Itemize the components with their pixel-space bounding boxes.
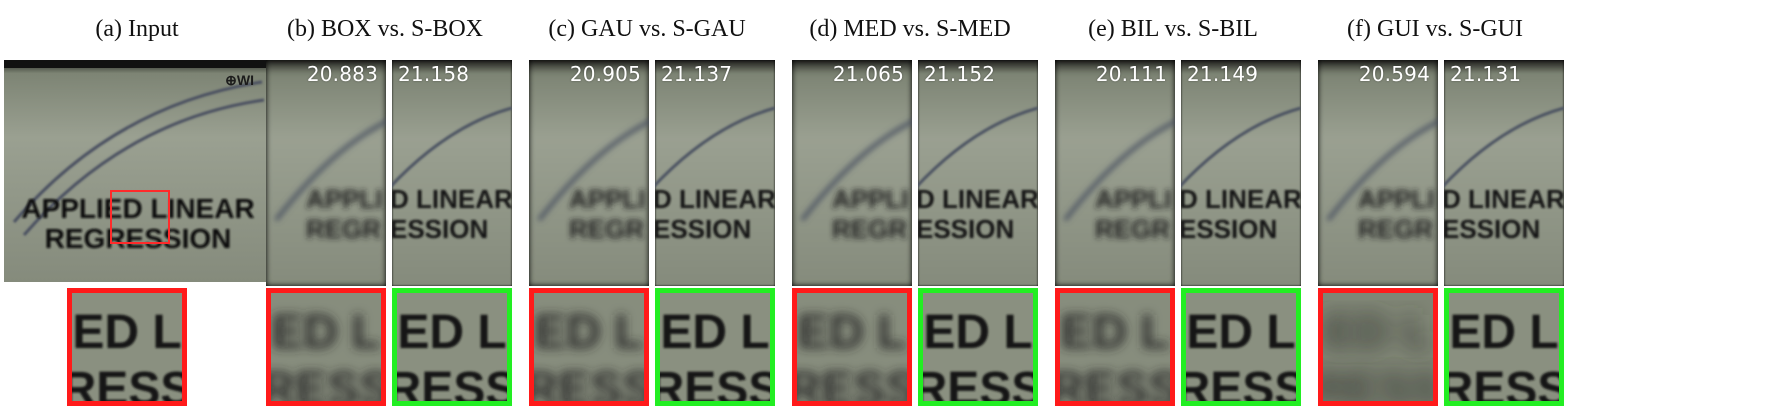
svg-text:D LINEAR: D LINEAR [1181,184,1301,214]
panel-s-bil: D LINEAR ESSION 21.149 [1181,60,1301,286]
svg-text:ED L: ED L [1323,306,1432,359]
svg-text:ESSION: ESSION [655,214,751,244]
svg-text:REGR: REGR [569,214,644,244]
svg-text:APPLI: APPLI [832,184,909,214]
svg-text:D LINEAR: D LINEAR [655,184,775,214]
svg-text:D LINEAR: D LINEAR [1444,184,1564,214]
svg-text:ED L: ED L [72,306,181,359]
score-gau: 20.905 [569,62,641,86]
input-image: ⊕WI APPLIED LINEAR REGRESSION [4,60,272,282]
svg-text:ED L: ED L [397,306,506,359]
score-s-med: 21.152 [924,62,996,86]
svg-text:APPLI: APPLI [1358,184,1435,214]
svg-text:ED L: ED L [1060,306,1169,359]
svg-text:APPLI: APPLI [306,184,383,214]
zoom-box: ED L RESS [266,288,386,406]
panel-box: APPLI REGR 20.883 [266,60,386,286]
zoom-s-gui: ED L RESS [1444,288,1564,406]
svg-text:ED L: ED L [1449,306,1558,359]
svg-text:ED L: ED L [797,306,906,359]
zoom-s-bil: ED L RESS [1181,288,1301,406]
svg-text:ED L: ED L [271,306,380,359]
svg-text:ESSION: ESSION [1444,214,1540,244]
svg-text:ED L: ED L [923,306,1032,359]
svg-text:ED L: ED L [1186,306,1295,359]
panel-s-gau: D LINEAR ESSION 21.137 [655,60,775,286]
svg-text:RESS: RESS [534,363,644,401]
svg-text:RESS: RESS [797,363,907,401]
svg-text:APPLI: APPLI [1095,184,1172,214]
panel-s-med: D LINEAR ESSION 21.152 [918,60,1038,286]
roi-box [110,190,170,244]
svg-text:RESS: RESS [923,363,1033,401]
svg-text:RESS: RESS [72,363,182,401]
score-s-gui: 21.131 [1450,62,1522,86]
zoom-bil: ED L RESS [1055,288,1175,406]
score-bil: 20.111 [1095,62,1167,86]
score-s-box: 21.158 [398,62,470,86]
svg-text:RESS: RESS [1323,363,1433,401]
svg-text:RESS: RESS [660,363,770,401]
panel-gui: APPLI REGR 20.594 [1318,60,1438,286]
zoom-s-med: ED L RESS [918,288,1038,406]
svg-text:D LINEAR: D LINEAR [918,184,1038,214]
svg-text:RESS: RESS [1186,363,1296,401]
svg-text:D LINEAR: D LINEAR [392,184,512,214]
input-scene: ⊕WI APPLIED LINEAR REGRESSION [4,60,272,282]
svg-text:ED L: ED L [660,306,769,359]
svg-text:REGR: REGR [306,214,381,244]
svg-text:REGR: REGR [1095,214,1170,244]
input-caption: (a) Input [95,16,179,42]
input-zoom: ED L RESS [67,288,187,406]
score-gui: 20.594 [1358,62,1430,86]
svg-text:⊕WI: ⊕WI [225,72,254,88]
svg-text:REGR: REGR [1358,214,1433,244]
score-s-bil: 21.149 [1187,62,1259,86]
svg-text:ESSION: ESSION [918,214,1014,244]
svg-text:RESS: RESS [1449,363,1559,401]
panel-s-box: D LINEAR ESSION 21.158 [392,60,512,286]
svg-text:RESS: RESS [271,363,381,401]
caption-med: (d) MED vs. S-MED [809,16,1011,42]
zoom-med: ED L RESS [792,288,912,406]
panel-bil: APPLI REGR 20.111 [1055,60,1175,286]
panel-s-gui: D LINEAR ESSION 21.131 [1444,60,1564,286]
zoom-gui: ED L RESS [1318,288,1438,406]
caption-gau: (c) GAU vs. S-GAU [548,16,746,42]
caption-gui: (f) GUI vs. S-GUI [1347,16,1523,42]
zoom-s-box: ED L RESS [392,288,512,406]
svg-text:RESS: RESS [1060,363,1170,401]
zoom-gau: ED L RESS [529,288,649,406]
svg-text:ESSION: ESSION [392,214,488,244]
svg-text:ESSION: ESSION [1181,214,1277,244]
caption-box: (b) BOX vs. S-BOX [286,16,483,42]
score-box: 20.883 [306,62,378,86]
score-s-gau: 21.137 [661,62,733,86]
svg-text:ED L: ED L [534,306,643,359]
input-title-line1: APPLIED LINEAR [21,193,254,224]
caption-bil: (e) BIL vs. S-BIL [1088,16,1258,42]
svg-text:RESS: RESS [397,363,507,401]
input-title-line2: REGRESSION [45,223,232,254]
score-med: 21.065 [832,62,904,86]
svg-text:REGR: REGR [832,214,907,244]
panel-med: APPLI REGR 21.065 [792,60,912,286]
zoom-s-gau: ED L RESS [655,288,775,406]
svg-text:APPLI: APPLI [569,184,646,214]
panel-gau: APPLI REGR 20.905 [529,60,649,286]
